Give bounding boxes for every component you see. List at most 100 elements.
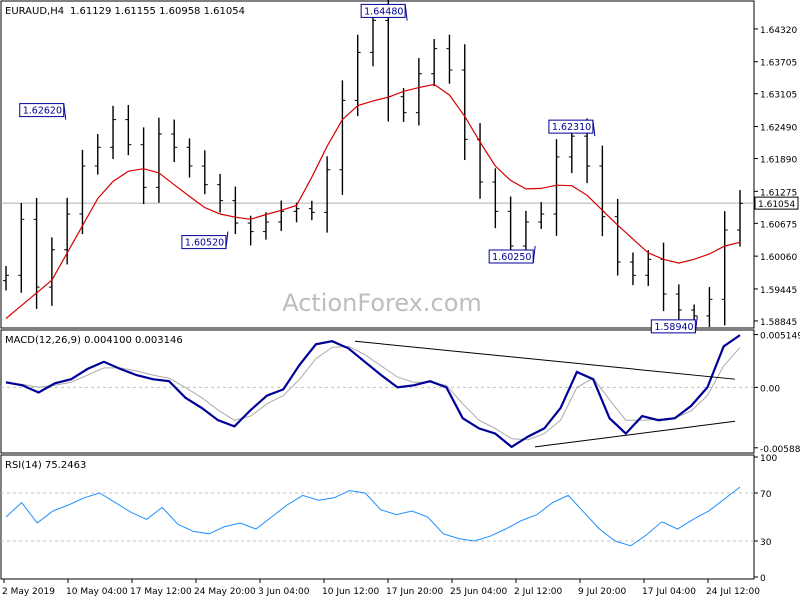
sma-line	[5, 83, 741, 319]
price-tick-label: 1.63105	[760, 91, 797, 101]
price-bar	[247, 215, 254, 246]
price-tick-label: 1.58845	[760, 318, 797, 328]
price-bar	[171, 119, 178, 163]
x-tick-label: 10 Jun 12:00	[322, 587, 379, 597]
price-bar	[431, 39, 438, 87]
x-tick-label: 17 May 12:00	[130, 587, 192, 597]
price-bar	[354, 34, 361, 117]
x-tick-label: 17 Jun 20:00	[386, 587, 443, 597]
symbol-label: EURAUD,H4	[5, 6, 64, 17]
x-tick-label: 24 Jul 12:00	[706, 587, 760, 597]
price-bar	[201, 150, 208, 195]
price-bar	[629, 252, 636, 286]
sma-series-line	[5, 83, 741, 319]
price-bar	[18, 202, 25, 293]
price-bar	[278, 200, 285, 232]
macd-tick-label: 0.005149	[760, 332, 800, 342]
price-tick-label: 1.62490	[760, 124, 797, 134]
macd-panel-frame	[0, 329, 755, 454]
svg-text:1.60520: 1.60520	[185, 238, 224, 249]
price-bar	[415, 58, 422, 126]
price-bar	[721, 211, 728, 326]
x-tick-label: 25 Jun 04:00	[450, 587, 507, 597]
x-tick-label: 2 Jul 12:00	[514, 587, 563, 597]
price-bar	[324, 156, 331, 233]
macd-tick-label: 0.00	[760, 384, 780, 394]
svg-text:1.58940: 1.58940	[654, 322, 693, 333]
rsi-tick-label: 70	[760, 490, 772, 500]
price-bar	[217, 173, 224, 213]
svg-text:1.64480: 1.64480	[364, 6, 403, 17]
price-annotation: 1.62620	[19, 103, 67, 120]
price-bar	[461, 44, 468, 161]
rsi-tick-label: 0	[760, 574, 766, 584]
price-bar	[232, 186, 239, 235]
price-bar	[140, 127, 147, 205]
x-tick-label: 9 Jul 20:00	[578, 587, 627, 597]
price-bar	[110, 105, 117, 160]
price-bar	[186, 138, 193, 178]
x-tick-label: 24 May 20:00	[194, 587, 256, 597]
price-axis: 1.64320 1.63705 1.63105 1.62490 1.61890 1.612…	[1, 26, 799, 328]
price-bar	[538, 202, 545, 229]
price-annotation: 1.60250	[488, 245, 536, 264]
price-tick-label: 1.60675	[760, 220, 797, 230]
price-annotation: 1.58940	[650, 315, 698, 334]
macd-plot: 0.005149 0.00 -0.005887	[1, 332, 800, 455]
x-tick-label: 17 Jul 04:00	[642, 587, 696, 597]
price-bar	[446, 34, 453, 84]
price-bar	[614, 198, 621, 276]
macd-tick-label: -0.005887	[760, 445, 800, 455]
price-bar	[262, 212, 269, 240]
price-tick-label: 1.63705	[760, 59, 797, 69]
price-bar	[339, 80, 346, 195]
x-tick-label: 3 Jun 04:00	[258, 587, 310, 597]
macd-line	[5, 334, 741, 449]
x-tick-label: 10 May 04:00	[66, 587, 128, 597]
price-bar	[737, 190, 743, 247]
price-bar	[599, 145, 606, 237]
price-annotations: 1.62620 1.64480 1.60520 1.60250 1.62310 1.589…	[19, 3, 698, 334]
price-tick-label: 1.60060	[760, 253, 797, 263]
price-annotation: 1.62310	[548, 119, 596, 137]
rsi-panel-frame	[0, 454, 755, 580]
price-tick-label: 1.61890	[760, 156, 797, 166]
price-bar	[645, 250, 652, 286]
price-bar	[492, 168, 499, 229]
watermark: ActionForex.com	[282, 289, 482, 317]
rsi-label: RSI(14) 75.2463	[5, 460, 86, 471]
price-annotation: 1.64480	[360, 3, 408, 21]
rsi-tick-label: 30	[760, 538, 772, 548]
price-bar	[125, 104, 132, 156]
macd-signal-line	[5, 345, 741, 441]
svg-text:1.60250: 1.60250	[492, 252, 531, 263]
price-bar	[675, 284, 682, 326]
svg-text:1.62310: 1.62310	[552, 122, 591, 133]
current-price-badge	[754, 196, 799, 210]
price-bar	[33, 197, 40, 309]
price-bar	[48, 237, 55, 306]
rsi-plot: 100 70 30 0	[1, 454, 777, 584]
price-tick-label: 1.59445	[760, 286, 797, 296]
price-bar	[522, 210, 529, 257]
current-price-label: 1.61054	[758, 200, 795, 210]
price-bar	[553, 139, 560, 236]
price-bar	[706, 287, 713, 327]
price-bars	[3, 0, 743, 327]
price-tick-label: 1.61275	[760, 188, 797, 198]
macd-lower-trendline	[534, 420, 736, 448]
price-annotation: 1.60520	[181, 231, 229, 250]
svg-text:1.62620: 1.62620	[23, 106, 62, 117]
macd-label: MACD(12,26,9) 0.004100 0.003146	[5, 335, 183, 346]
x-axis: 2 May 2019 10 May 04:00 17 May 12:00 24 May…	[2, 579, 760, 597]
price-bar	[79, 149, 86, 235]
price-tick-label: 1.64320	[760, 26, 797, 36]
price-bar	[400, 88, 407, 122]
x-tick-label: 2 May 2019	[2, 587, 55, 597]
price-bar	[155, 117, 162, 203]
rsi-tick-label: 100	[760, 454, 777, 464]
price-panel-frame	[0, 0, 755, 329]
macd-upper-trendline	[354, 340, 736, 380]
price-bar	[3, 266, 9, 291]
